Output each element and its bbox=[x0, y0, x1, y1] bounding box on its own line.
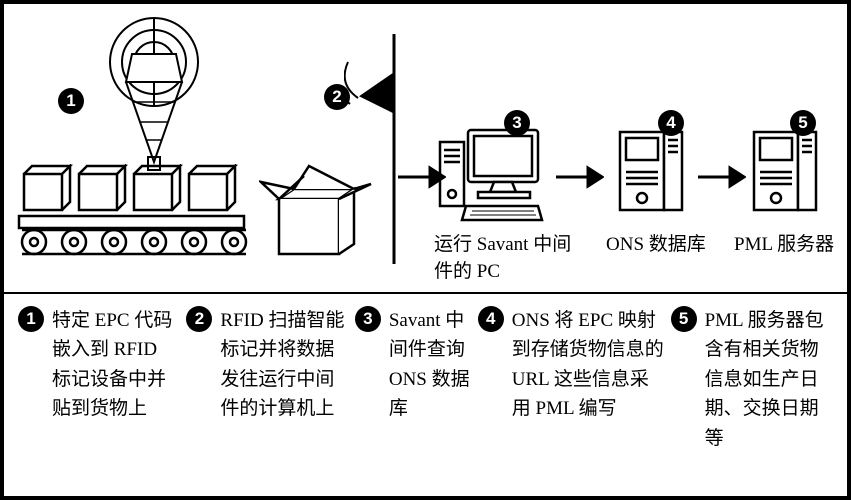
step-4: 4 ONS 将 EPC 映射到存储货物信息的 URL 这些信息采用 PML 编写 bbox=[478, 306, 665, 482]
pml-server-icon bbox=[744, 124, 824, 224]
step-text-4: ONS 将 EPC 映射到存储货物信息的 URL 这些信息采用 PML 编写 bbox=[512, 306, 665, 482]
step-badge-2: 2 bbox=[186, 306, 212, 332]
step-badge-5: 5 bbox=[671, 306, 697, 332]
step-3: 3 Savant 中间件查询 ONS 数据库 bbox=[355, 306, 472, 482]
arrow-1-icon bbox=[396, 162, 446, 192]
badge-1: 1 bbox=[58, 88, 84, 114]
antenna-icon bbox=[344, 34, 414, 264]
pc-icon bbox=[434, 124, 544, 224]
pml-label: PML 服务器 bbox=[734, 232, 834, 259]
step-text-5: PML 服务器包含有相关货物信息如生产日期、交换日期等 bbox=[705, 306, 833, 482]
badge-4: 4 bbox=[658, 110, 684, 136]
pc-label: 运行 Savant 中间件的 PC bbox=[434, 232, 584, 285]
ons-label: ONS 数据库 bbox=[606, 232, 706, 259]
lower-panel: 1 特定 EPC 代码嵌入到 RFID 标记设备中并贴到货物上 2 RFID 扫… bbox=[4, 294, 847, 494]
step-badge-4: 4 bbox=[478, 306, 504, 332]
step-text-2: RFID 扫描智能标记并将数据发往运行中间件的计算机上 bbox=[220, 306, 348, 482]
step-badge-1: 1 bbox=[18, 306, 44, 332]
conveyor-icon bbox=[14, 164, 264, 274]
badge-5: 5 bbox=[790, 110, 816, 136]
step-text-3: Savant 中间件查询 ONS 数据库 bbox=[389, 306, 472, 482]
step-text-1: 特定 EPC 代码嵌入到 RFID 标记设备中并贴到货物上 bbox=[52, 306, 180, 482]
arrow-2-icon bbox=[554, 162, 604, 192]
arrow-3-icon bbox=[696, 162, 746, 192]
step-badge-3: 3 bbox=[355, 306, 381, 332]
step-2: 2 RFID 扫描智能标记并将数据发往运行中间件的计算机上 bbox=[186, 306, 348, 482]
step-5: 5 PML 服务器包含有相关货物信息如生产日期、交换日期等 bbox=[671, 306, 833, 482]
badge-2: 2 bbox=[324, 84, 350, 110]
upper-panel: 1 2 3 4 5 运行 Savant 中间件的 PC ONS 数据库 PML … bbox=[4, 4, 847, 294]
ons-server-icon bbox=[610, 124, 690, 224]
diagram-frame: 1 2 3 4 5 运行 Savant 中间件的 PC ONS 数据库 PML … bbox=[0, 0, 851, 500]
badge-3: 3 bbox=[504, 110, 530, 136]
step-1: 1 特定 EPC 代码嵌入到 RFID 标记设备中并贴到货物上 bbox=[18, 306, 180, 482]
